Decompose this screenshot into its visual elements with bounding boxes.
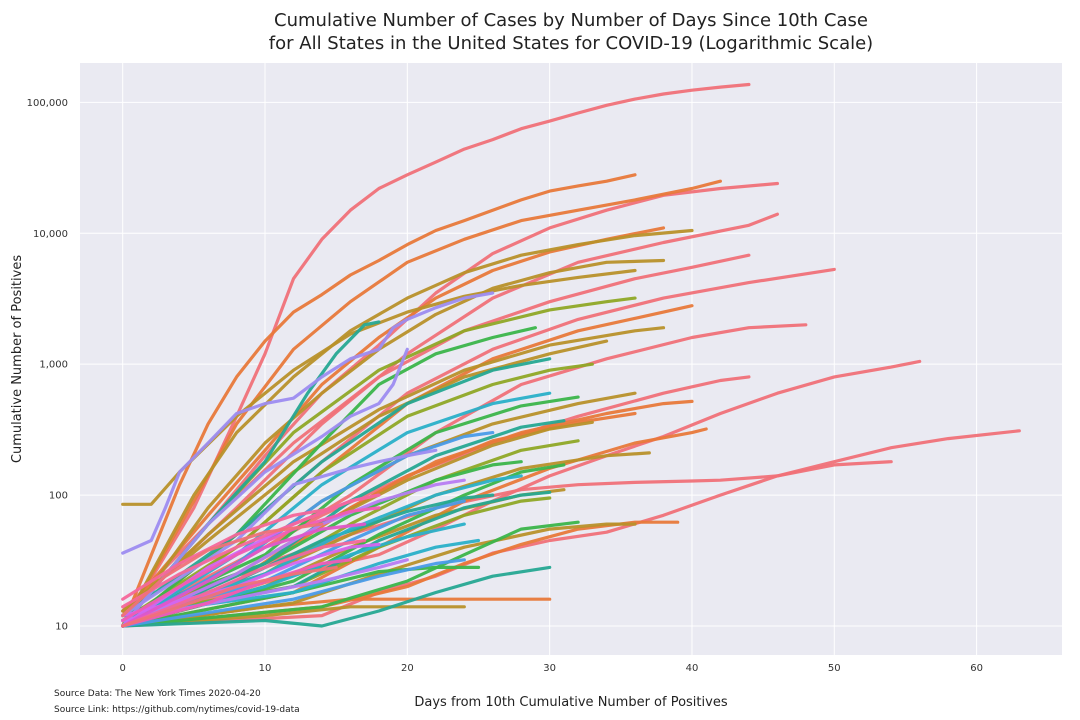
x-tick-label: 30 [543,663,556,674]
y-tick-label: 10 [55,621,68,632]
x-tick-label: 0 [120,663,126,674]
series-line-26 [121,522,637,628]
series-line-64 [121,493,381,609]
y-axis-ticks: 10 100 1,000 10,000 100,000 [27,98,68,633]
plot-area [80,63,1062,655]
series-line-28 [121,339,609,613]
series-line-55 [121,347,409,628]
series-lines [121,82,1021,628]
series-line-48 [121,474,523,623]
series-line-11 [121,173,637,628]
series-line-61 [121,522,367,628]
x-tick-label: 60 [970,663,983,674]
series-line-54 [121,291,495,555]
series-line-66 [121,506,338,601]
source-link-text: Source Link: https://github.com/nytimes/… [54,705,300,715]
series-line-65 [121,538,367,628]
x-tick-label: 20 [401,663,414,674]
series-line-67 [121,565,338,628]
series-line-27 [121,605,466,628]
series-line-58 [121,558,409,623]
x-axis-ticks: 0 10 20 30 40 50 60 [120,663,983,674]
series-line-68 [121,522,324,618]
x-tick-label: 50 [828,663,841,674]
chart-title-line-1: Cumulative Number of Cases by Number of … [274,10,868,31]
y-tick-label: 1,000 [39,360,68,371]
chart-title-line-2: for All States in the United States for … [269,33,873,54]
series-line-23 [121,326,666,618]
series-line-62 [121,506,381,623]
y-tick-label: 100,000 [27,98,68,109]
series-line-12 [121,179,722,628]
y-tick-label: 100 [49,491,68,502]
x-tick-label: 40 [686,663,699,674]
series-line-20 [121,228,694,628]
series-line-43 [121,419,566,628]
series-line-53 [121,558,466,628]
x-axis-label: Days from 10th Cumulative Number of Posi… [414,695,727,710]
series-line-49 [121,538,481,618]
series-line-22 [121,268,637,506]
series-line-45 [121,565,552,628]
source-data-text: Source Data: The New York Times 2020-04-… [54,689,261,699]
series-line-37 [121,463,566,628]
y-tick-label: 10,000 [33,229,68,240]
y-axis-label: Cumulative Number of Positives [10,255,25,463]
series-line-21 [121,258,666,628]
x-tick-label: 10 [259,663,272,674]
series-line-3 [121,212,779,618]
series-line-40 [121,565,481,628]
series-line-1 [121,82,751,628]
